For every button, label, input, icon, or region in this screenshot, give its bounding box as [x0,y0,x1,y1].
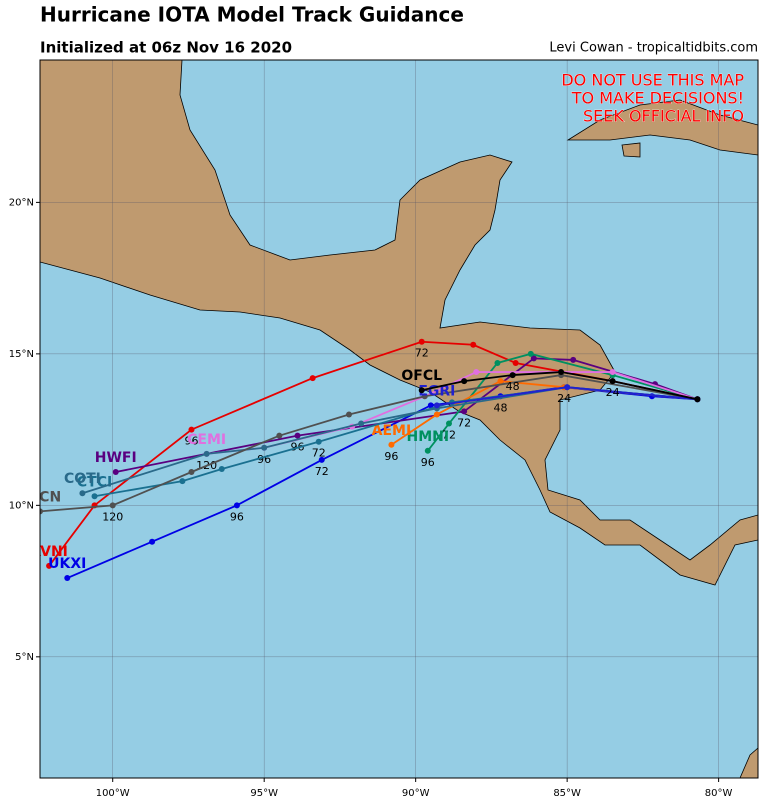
track-name: HMNI [406,429,449,445]
y-tick-label: 15°N [9,349,34,360]
track-point [564,384,571,391]
x-tick-label: 95°W [250,788,278,799]
track-point [609,369,616,376]
track-point [509,372,516,379]
y-tick-label: 5°N [15,652,34,663]
track-point [40,508,43,515]
track-point [218,465,225,472]
hour-label: 24 [606,386,620,399]
track-point [530,355,537,362]
track-point [424,447,431,454]
title: Hurricane IOTA Model Track Guidance [40,3,464,27]
track-point [276,432,283,439]
track-point [315,438,322,445]
hour-label: 72 [312,447,326,460]
hour-label: 96 [384,450,398,463]
track-name: HWFI [95,450,137,466]
track-point [461,378,468,385]
track-point [512,359,519,366]
track-point [433,402,440,409]
track-point [388,441,395,448]
track-point [203,450,210,457]
frame [39,59,759,779]
hour-label: 72 [315,465,329,478]
warning-text: SEEK OFFICIAL INFO [583,107,744,126]
credit: Levi Cowan - tropicaltidbits.com [549,41,758,56]
hour-label: 48 [506,380,520,393]
track-point [109,502,116,509]
track-point [433,411,440,418]
track-point [188,426,195,433]
hour-label: 24 [557,392,571,405]
track-point [694,396,701,403]
track-name: OFCL [401,368,442,384]
track-point [494,359,501,366]
track-name: UKXI [48,556,86,572]
track-name: CEMI [187,432,226,448]
track-line [421,371,698,401]
track-point [421,393,428,400]
track-line [40,374,698,513]
track-point [112,469,119,476]
track-point [358,420,365,427]
hour-label: 48 [493,401,507,414]
track-line [427,352,698,452]
hour-label: 72 [457,416,471,429]
y-tick-label: 20°N [9,197,34,208]
track-point [461,408,468,415]
track-point [233,502,240,509]
hour-label: 72 [415,347,429,360]
hour-label: 120 [102,510,123,523]
track-point [346,411,353,418]
track-point [294,432,301,439]
subtitle: Initialized at 06z Nov 16 2020 [40,39,292,57]
track-point [188,469,195,476]
hour-label: 72 [442,429,456,442]
track-point [79,490,86,497]
track-name: COTI [64,471,101,487]
track-point [570,356,577,363]
track-point [418,338,425,345]
track-point [179,478,186,485]
track-point [470,341,477,348]
track-point [91,493,98,500]
hour-label: 96 [184,435,198,448]
x-tick-label: 85°W [553,788,581,799]
hour-label: 96 [421,456,435,469]
track-point [418,387,425,394]
track-point [497,378,504,385]
track-point [473,369,480,376]
x-tick-label: 90°W [402,788,430,799]
warning-text: TO MAKE DECISIONS! [571,89,744,108]
track-point [558,369,565,376]
track-point [261,444,268,451]
track-name: AVNI [30,544,68,560]
track-name: AEMI [372,423,412,439]
track-point [609,378,616,385]
track-point [427,402,434,409]
track-point [309,375,316,382]
track-name: EGRI [418,383,455,399]
track-point [527,350,534,357]
track-point [445,420,452,427]
x-tick-label: 80°W [705,788,733,799]
track-point [46,562,53,569]
hour-label: 96 [230,510,244,523]
x-tick-label: 100°W [96,788,130,799]
track-name: TVCN [19,489,61,505]
track-point [149,538,156,545]
track-point [318,456,325,463]
warning-text: DO NOT USE THIS MAP [561,71,744,90]
track-point [64,575,71,582]
y-tick-label: 10°N [9,500,34,511]
